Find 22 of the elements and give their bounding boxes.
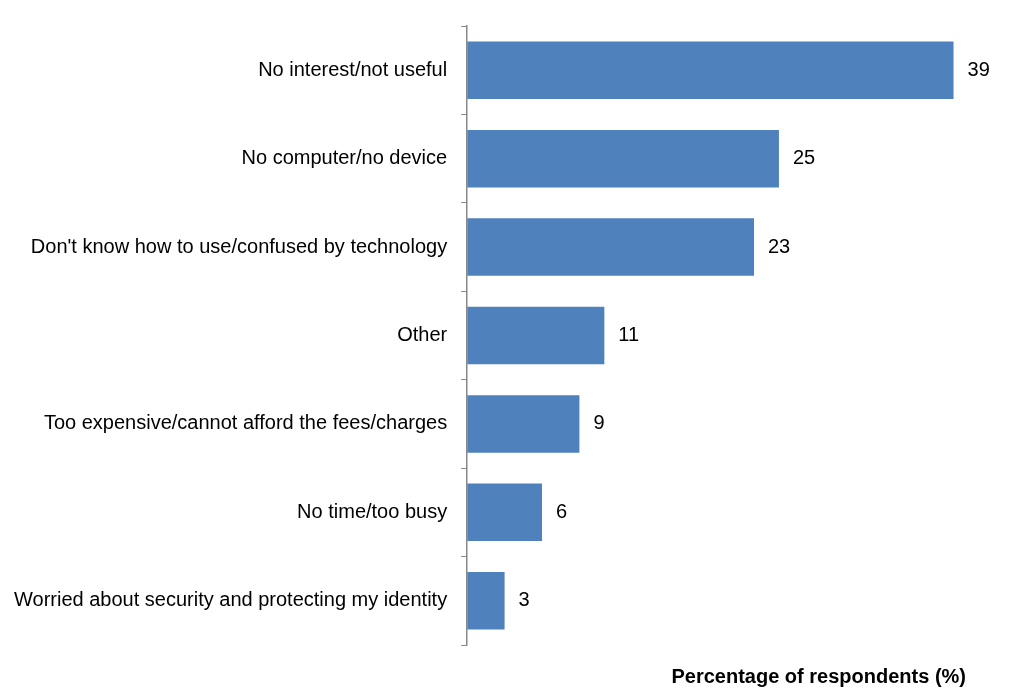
bar <box>467 129 779 188</box>
data-label: 6 <box>556 499 568 522</box>
y-tick-label: No time/too busy <box>297 499 448 522</box>
x-axis-title: Percentage of respondents (%) <box>671 664 966 687</box>
bar <box>467 218 754 276</box>
y-tick-label: Don't know how to use/confused by technology <box>30 234 448 257</box>
y-tick-label: Other <box>397 323 448 346</box>
y-tick-label: No interest/not useful <box>258 57 448 80</box>
data-label: 23 <box>768 234 791 257</box>
bar <box>467 306 605 365</box>
data-label: 25 <box>792 146 816 169</box>
bar <box>467 483 542 542</box>
data-label: 39 <box>967 57 990 80</box>
bar <box>467 572 505 630</box>
y-tick-label: Too expensive/cannot afford the fees/charges <box>43 411 448 434</box>
bar <box>467 41 954 99</box>
bar <box>467 395 580 453</box>
data-label: 11 <box>618 323 640 346</box>
data-label: 9 <box>593 411 605 434</box>
y-tick-label: No computer/no device <box>241 146 448 169</box>
y-tick-label: Worried about security and protecting my identity <box>13 588 448 611</box>
data-label: 3 <box>518 588 530 611</box>
